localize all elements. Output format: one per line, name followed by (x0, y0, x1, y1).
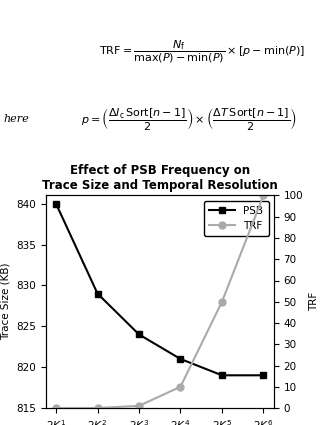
Y-axis label: TRF: TRF (309, 292, 319, 312)
Y-axis label: Trace Size (KB): Trace Size (KB) (0, 263, 10, 340)
Text: here: here (3, 114, 29, 124)
Title: Effect of PSB Frequency on
Trace Size and Temporal Resolution: Effect of PSB Frequency on Trace Size an… (42, 164, 278, 192)
Text: $\mathrm{TRF} = \dfrac{N_{\mathrm{f}}}{\max(P) - \min(P)} \times [p - \min(P)]$: $\mathrm{TRF} = \dfrac{N_{\mathrm{f}}}{\… (99, 38, 305, 65)
Text: $p = \left(\dfrac{\Delta I_{\mathrm{c}}\,\mathrm{Sort}[n-1]}{2}\right) \times \l: $p = \left(\dfrac{\Delta I_{\mathrm{c}}\… (81, 106, 297, 132)
Legend: PSB, TRF: PSB, TRF (204, 201, 269, 236)
